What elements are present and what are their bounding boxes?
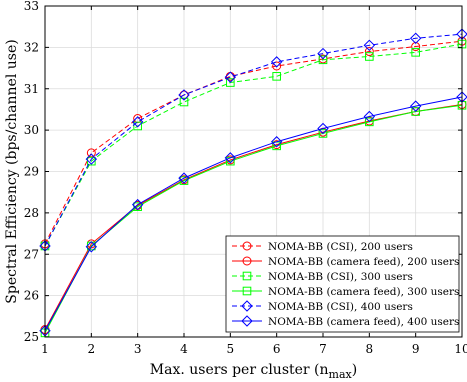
legend-marker xyxy=(242,286,252,296)
axis-ticks xyxy=(44,5,463,338)
data-point xyxy=(411,42,421,52)
x-tick-label: 2 xyxy=(88,342,96,356)
data-point xyxy=(318,129,328,138)
data-point xyxy=(318,55,328,65)
data-point xyxy=(131,116,144,128)
data-point xyxy=(87,156,96,166)
data-point xyxy=(409,32,422,44)
legend-entry: NOMA-BB (camera feed), 200 users xyxy=(232,256,459,268)
data-point xyxy=(133,202,142,211)
data-point xyxy=(363,39,376,52)
data-point xyxy=(365,117,374,127)
data-point xyxy=(85,241,98,253)
data-point xyxy=(270,56,283,68)
data-point xyxy=(179,97,189,107)
legend-marker xyxy=(241,300,253,312)
y-tick-label: 30 xyxy=(24,123,39,137)
data-point xyxy=(178,172,190,184)
y-tick-label: 27 xyxy=(24,247,39,261)
data-point xyxy=(272,72,281,81)
legend-entry: NOMA-BB (CSI), 300 users xyxy=(232,271,413,283)
legend-entry: NOMA-BB (CSI), 400 users xyxy=(232,300,413,313)
series-line xyxy=(44,40,463,245)
legend-label: NOMA-BB (camera feed), 300 users xyxy=(268,286,459,298)
legend-box xyxy=(225,235,460,333)
x-tick-label: 9 xyxy=(412,342,420,356)
x-tick-label: 6 xyxy=(273,342,281,356)
data-point xyxy=(224,71,237,83)
data-point xyxy=(363,110,376,123)
legend-marker xyxy=(242,256,252,266)
legend-marker xyxy=(241,315,253,327)
y-tick-label: 25 xyxy=(24,330,39,344)
data-point xyxy=(226,78,235,87)
data-point xyxy=(365,52,374,61)
data-point xyxy=(178,89,190,101)
data-point xyxy=(270,136,283,148)
x-tick-label: 1 xyxy=(41,342,49,356)
legend-label: NOMA-BB (CSI), 200 users xyxy=(268,241,413,253)
data-point xyxy=(364,47,374,57)
legend-marker xyxy=(242,271,252,281)
series-3 xyxy=(40,39,467,251)
data-point xyxy=(317,47,329,60)
y-tick-label: 31 xyxy=(24,82,39,96)
data-point xyxy=(411,107,420,116)
y-tick-label: 28 xyxy=(24,206,39,220)
data-point xyxy=(411,48,420,57)
x-tick-label: 10 xyxy=(454,342,467,356)
data-point xyxy=(179,90,189,100)
y-axis-label: Spectral Efficiency (bps/channel use) xyxy=(4,39,20,303)
x-tick-label: 7 xyxy=(319,342,327,356)
legend-entry: NOMA-BB (camera feed), 300 users xyxy=(232,286,459,298)
x-tick-label: 3 xyxy=(134,342,142,356)
data-point xyxy=(133,121,142,131)
series-line xyxy=(44,96,463,332)
series-layer xyxy=(39,28,467,338)
legend: NOMA-BB (CSI), 200 users NOMA-BB (camera … xyxy=(225,235,460,333)
x-tick-label: 4 xyxy=(180,342,188,356)
legend-label: NOMA-BB (CSI), 400 users xyxy=(268,301,413,313)
data-point xyxy=(85,153,98,165)
data-point xyxy=(131,198,144,211)
x-tick-label: 8 xyxy=(366,342,374,356)
data-point xyxy=(224,152,237,164)
series-5 xyxy=(39,28,467,252)
y-tick-label: 32 xyxy=(24,40,39,54)
x-axis-label: Max. users per cluster (nmax) xyxy=(150,362,357,381)
legend-label: NOMA-BB (camera feed), 200 users xyxy=(268,256,459,268)
data-point xyxy=(317,122,329,135)
data-point xyxy=(409,100,422,112)
data-point xyxy=(272,61,282,71)
series-line xyxy=(44,43,463,247)
series-1 xyxy=(40,36,467,249)
legend-entry: NOMA-BB (CSI), 200 users xyxy=(232,241,413,253)
tick-labels: 1 2 3 4 5 6 7 8 9 10 25 26 27 28 29 30 31 32 33 xyxy=(24,0,467,356)
x-tick-label: 5 xyxy=(227,342,235,356)
legend-label: NOMA-BB (camera feed), 400 users xyxy=(268,316,459,328)
series-line xyxy=(44,33,463,247)
legend-label: NOMA-BB (CSI), 300 users xyxy=(268,271,413,283)
legend-entry: NOMA-BB (camera feed), 400 users xyxy=(232,315,459,328)
legend-marker xyxy=(242,241,252,251)
y-tick-label: 29 xyxy=(24,165,39,179)
y-tick-label: 33 xyxy=(24,0,39,13)
y-tick-label: 26 xyxy=(24,289,39,303)
